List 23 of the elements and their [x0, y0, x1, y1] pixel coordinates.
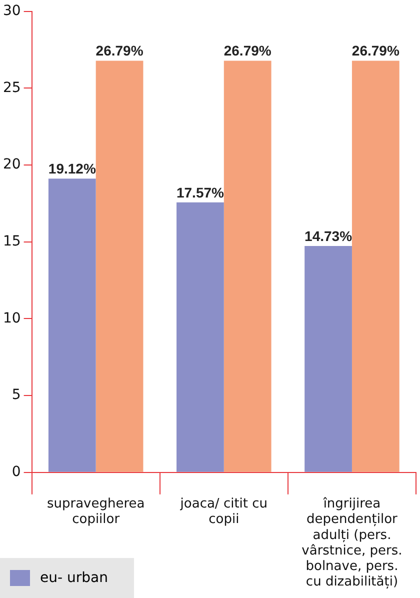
bar — [96, 60, 144, 472]
legend-label: eu- urban — [40, 570, 108, 586]
bar — [176, 202, 224, 472]
bar — [48, 178, 96, 472]
text: 19.12% — [48, 160, 96, 176]
text: 14.73% — [304, 228, 352, 244]
bar — [224, 60, 272, 472]
y-tick-label: 5 — [12, 387, 21, 404]
text: 17.57% — [176, 184, 224, 200]
text: 26.79% — [96, 42, 144, 59]
text: 26.79% — [352, 42, 400, 59]
y-tick-label: 25 — [2, 80, 21, 96]
x-tick-label: supravegherea copiilor — [46, 496, 145, 528]
y-tick-label: 30 — [2, 3, 21, 20]
bar — [352, 60, 400, 472]
y-tick-label: 0 — [12, 464, 21, 480]
y-tick-label: 10 — [2, 310, 21, 326]
x-tick-label: îngrijirea dependenților adulți (pers. vârstnice, pers. bolnave, pers. cu dizabilități) — [302, 496, 402, 590]
bar — [304, 246, 352, 472]
x-tick-label: joaca/ citit cu copii — [179, 496, 268, 528]
y-tick-label: 15 — [2, 234, 21, 250]
y-tick-label: 20 — [2, 156, 21, 173]
text: 26.79% — [224, 42, 272, 59]
